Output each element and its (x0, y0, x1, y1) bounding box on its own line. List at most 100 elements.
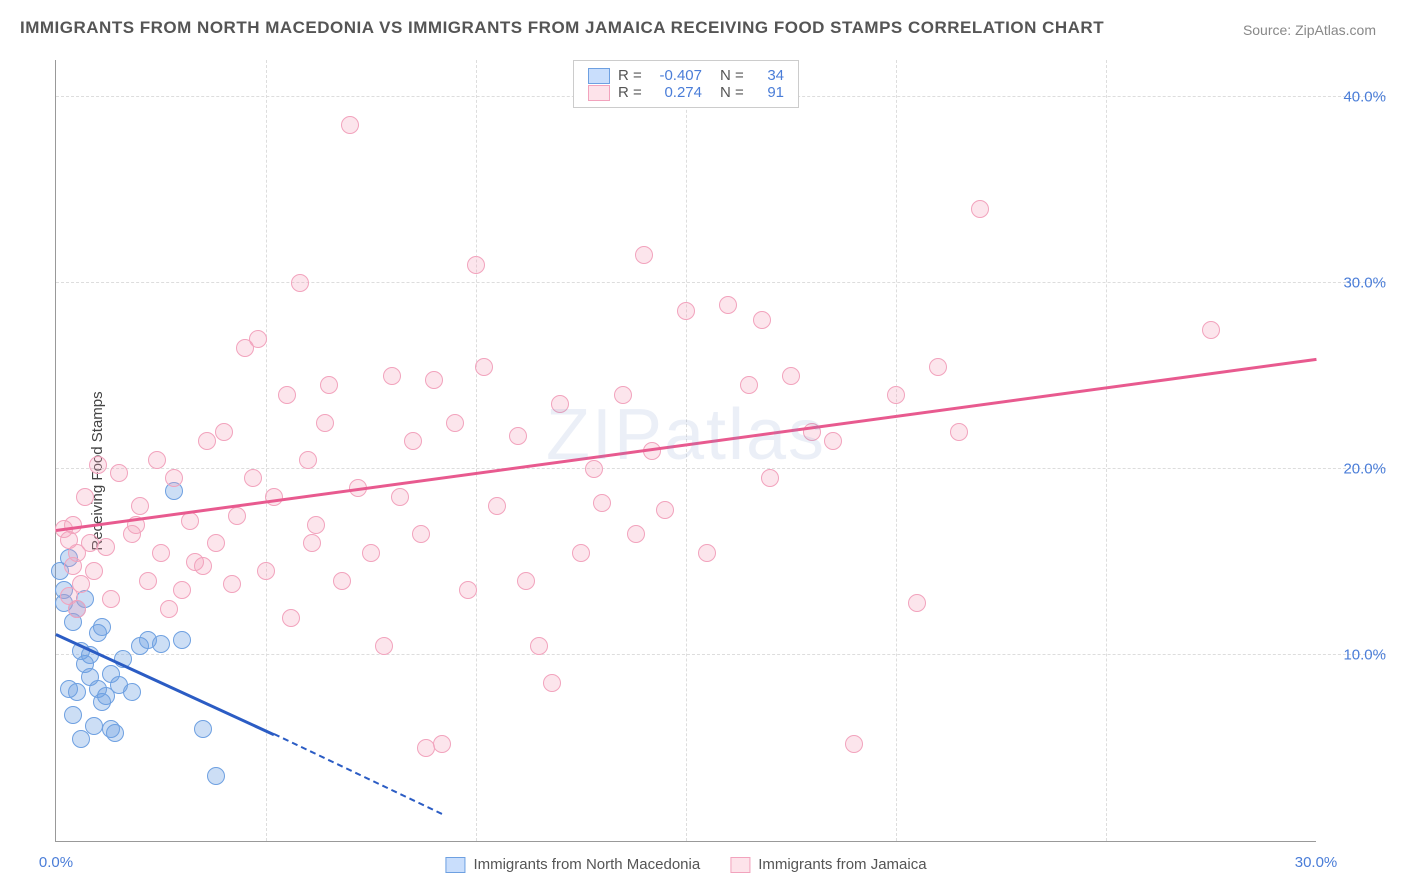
legend-item: Immigrants from North Macedonia (445, 856, 700, 873)
legend-series-name: Immigrants from Jamaica (758, 856, 926, 873)
legend-r-value: -0.407 (652, 67, 702, 84)
data-point (459, 581, 477, 599)
data-point (173, 631, 191, 649)
legend-swatch (445, 857, 465, 873)
data-point (543, 674, 561, 692)
data-point (627, 525, 645, 543)
data-point (89, 456, 107, 474)
data-point (635, 246, 653, 264)
data-point (698, 544, 716, 562)
source-link[interactable]: ZipAtlas.com (1295, 22, 1376, 38)
data-point (425, 371, 443, 389)
data-point (551, 395, 569, 413)
data-point (228, 507, 246, 525)
data-point (446, 414, 464, 432)
legend-r-value: 0.274 (652, 84, 702, 101)
data-point (249, 330, 267, 348)
data-point (517, 572, 535, 590)
y-tick-label: 40.0% (1343, 89, 1386, 106)
gridline-horizontal (56, 654, 1386, 655)
data-point (404, 432, 422, 450)
legend-n-value: 91 (754, 84, 784, 101)
data-point (740, 376, 758, 394)
gridline-vertical (686, 60, 687, 841)
data-point (761, 469, 779, 487)
data-point (950, 423, 968, 441)
data-point (375, 637, 393, 655)
y-tick-label: 10.0% (1343, 647, 1386, 664)
data-point (152, 635, 170, 653)
source-attribution: Source: ZipAtlas.com (1243, 22, 1376, 38)
data-point (908, 594, 926, 612)
series-legend: Immigrants from North Macedonia Immigrant… (445, 856, 926, 873)
data-point (85, 717, 103, 735)
data-point (303, 534, 321, 552)
data-point (110, 464, 128, 482)
data-point (257, 562, 275, 580)
data-point (165, 469, 183, 487)
data-point (97, 538, 115, 556)
legend-r-label: R = (618, 67, 644, 84)
gridline-vertical (1106, 60, 1107, 841)
data-point (102, 720, 120, 738)
data-point (572, 544, 590, 562)
data-point (1202, 321, 1220, 339)
data-point (97, 687, 115, 705)
data-point (929, 358, 947, 376)
data-point (76, 488, 94, 506)
data-point (475, 358, 493, 376)
data-point (186, 553, 204, 571)
legend-swatch (730, 857, 750, 873)
data-point (614, 386, 632, 404)
data-point (207, 767, 225, 785)
data-point (93, 618, 111, 636)
legend-r-label: R = (618, 84, 644, 101)
data-point (123, 683, 141, 701)
data-point (131, 497, 149, 515)
data-point (593, 494, 611, 512)
data-point (412, 525, 430, 543)
data-point (291, 274, 309, 292)
chart-title: IMMIGRANTS FROM NORTH MACEDONIA VS IMMIG… (20, 18, 1104, 38)
data-point (139, 572, 157, 590)
gridline-vertical (896, 60, 897, 841)
data-point (782, 367, 800, 385)
y-tick-label: 30.0% (1343, 275, 1386, 292)
x-tick-label: 30.0% (1295, 854, 1338, 871)
gridline-vertical (266, 60, 267, 841)
data-point (391, 488, 409, 506)
data-point (173, 581, 191, 599)
data-point (265, 488, 283, 506)
source-label: Source: (1243, 22, 1291, 38)
gridline-horizontal (56, 282, 1386, 283)
legend-n-label: N = (720, 84, 746, 101)
legend-row: R =-0.407N =34 (588, 67, 784, 84)
data-point (509, 427, 527, 445)
data-point (530, 637, 548, 655)
data-point (467, 256, 485, 274)
data-point (585, 460, 603, 478)
data-point (307, 516, 325, 534)
data-point (341, 116, 359, 134)
data-point (85, 562, 103, 580)
data-point (845, 735, 863, 753)
legend-item: Immigrants from Jamaica (730, 856, 926, 873)
data-point (824, 432, 842, 450)
data-point (68, 683, 86, 701)
legend-series-name: Immigrants from North Macedonia (473, 856, 700, 873)
data-point (719, 296, 737, 314)
x-tick-label: 0.0% (39, 854, 73, 871)
legend-n-value: 34 (754, 67, 784, 84)
data-point (244, 469, 262, 487)
legend-swatch (588, 68, 610, 84)
data-point (194, 720, 212, 738)
y-tick-label: 20.0% (1343, 461, 1386, 478)
data-point (433, 735, 451, 753)
data-point (223, 575, 241, 593)
data-point (316, 414, 334, 432)
data-point (160, 600, 178, 618)
data-point (971, 200, 989, 218)
legend-row: R = 0.274 N = 91 (588, 84, 784, 101)
data-point (656, 501, 674, 519)
plot-area: ZIPatlas R =-0.407N =34R =0.274N =91 Imm… (55, 60, 1316, 842)
